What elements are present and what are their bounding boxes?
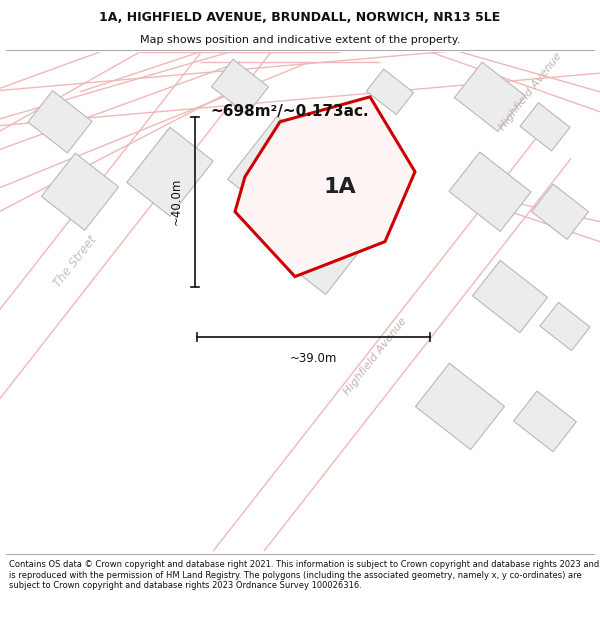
Polygon shape: [127, 127, 213, 216]
Polygon shape: [514, 391, 577, 452]
Text: Highfield Avenue: Highfield Avenue: [342, 316, 408, 397]
Text: ~40.0m: ~40.0m: [170, 178, 183, 226]
Text: ~698m²/~0.173ac.: ~698m²/~0.173ac.: [210, 104, 368, 119]
Text: 1A, HIGHFIELD AVENUE, BRUNDALL, NORWICH, NR13 5LE: 1A, HIGHFIELD AVENUE, BRUNDALL, NORWICH,…: [100, 11, 500, 24]
Polygon shape: [294, 219, 366, 294]
Polygon shape: [540, 302, 590, 351]
Text: ~39.0m: ~39.0m: [290, 351, 337, 364]
Text: 1A: 1A: [323, 177, 356, 197]
Polygon shape: [41, 153, 119, 230]
Polygon shape: [473, 261, 547, 332]
Polygon shape: [454, 62, 526, 131]
Polygon shape: [532, 184, 589, 239]
Polygon shape: [235, 97, 415, 277]
Text: Highfield Avenue: Highfield Avenue: [497, 51, 563, 132]
Polygon shape: [367, 69, 413, 114]
Polygon shape: [28, 91, 92, 153]
Polygon shape: [211, 59, 269, 114]
Polygon shape: [227, 116, 313, 207]
Text: Contains OS data © Crown copyright and database right 2021. This information is : Contains OS data © Crown copyright and d…: [9, 560, 599, 590]
Text: Map shows position and indicative extent of the property.: Map shows position and indicative extent…: [140, 35, 460, 45]
Polygon shape: [520, 102, 570, 151]
Polygon shape: [415, 363, 505, 449]
Text: The Street: The Street: [51, 233, 99, 290]
Polygon shape: [449, 152, 531, 231]
